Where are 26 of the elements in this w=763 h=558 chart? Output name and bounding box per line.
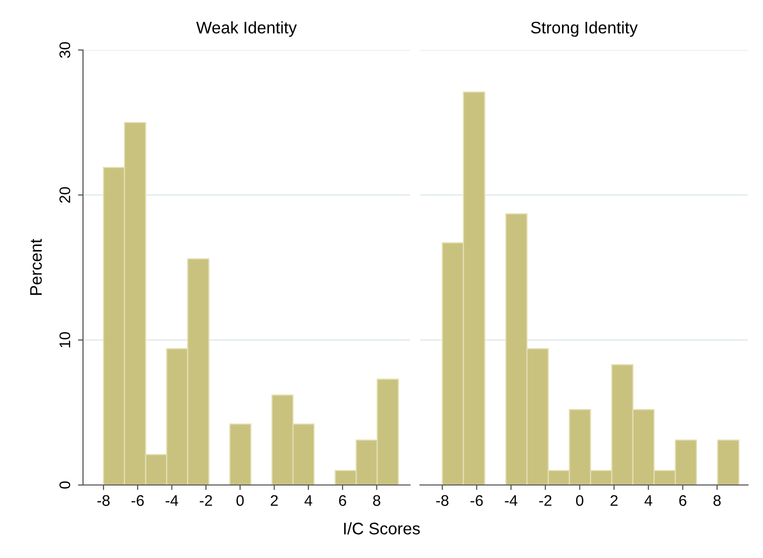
y-tick-label: 0 bbox=[59, 481, 70, 489]
x-tick-label: -8 bbox=[436, 495, 448, 506]
x-tick-label: 0 bbox=[576, 495, 584, 506]
chart-title: Weak Identity bbox=[196, 21, 297, 37]
x-tick-label: -6 bbox=[132, 495, 144, 506]
y-tick-label: 10 bbox=[59, 332, 70, 348]
x-tick-label: 2 bbox=[270, 495, 278, 506]
x-tick-label: 4 bbox=[644, 495, 652, 506]
x-tick-label: 2 bbox=[610, 495, 618, 506]
y-tick-label: 20 bbox=[59, 187, 70, 203]
chart-title: Strong Identity bbox=[531, 21, 638, 37]
x-tick-label: 4 bbox=[304, 495, 312, 506]
x-tick-label: -2 bbox=[200, 495, 212, 506]
x-tick-label: -4 bbox=[504, 495, 518, 506]
x-axis-title: I/C Scores bbox=[344, 522, 420, 534]
x-tick-label: -2 bbox=[539, 495, 552, 506]
x-tick-label: -6 bbox=[470, 495, 483, 506]
x-tick-label: 6 bbox=[339, 495, 346, 506]
x-tick-label: 8 bbox=[714, 495, 721, 506]
y-tick-label: 30 bbox=[59, 42, 70, 58]
y-axis-title: Percent bbox=[30, 238, 42, 295]
x-tick-label: -8 bbox=[97, 495, 110, 506]
x-tick-label: -4 bbox=[166, 495, 178, 506]
x-tick-label: 0 bbox=[236, 495, 244, 506]
x-tick-label: 8 bbox=[373, 495, 380, 506]
x-tick-label: 6 bbox=[679, 495, 686, 506]
